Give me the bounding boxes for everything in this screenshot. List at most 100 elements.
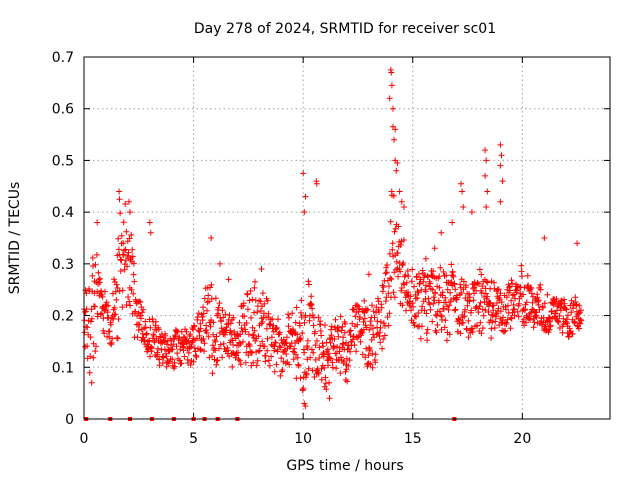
data-point bbox=[256, 297, 263, 304]
data-point bbox=[421, 307, 428, 314]
data-point bbox=[317, 321, 324, 328]
data-point bbox=[395, 223, 402, 230]
data-point bbox=[319, 340, 326, 347]
data-point bbox=[514, 308, 521, 315]
data-point bbox=[489, 319, 496, 326]
data-point bbox=[544, 291, 551, 298]
data-point bbox=[328, 323, 335, 330]
data-point bbox=[424, 326, 431, 333]
data-point bbox=[268, 353, 275, 360]
data-point bbox=[413, 274, 420, 281]
data-point bbox=[259, 318, 266, 325]
data-point bbox=[458, 290, 465, 296]
data-point bbox=[379, 345, 386, 352]
data-point bbox=[120, 251, 127, 258]
data-point bbox=[297, 375, 304, 382]
data-point bbox=[483, 278, 490, 285]
data-point bbox=[258, 266, 265, 272]
x-tick-label: 15 bbox=[404, 431, 422, 447]
data-point bbox=[87, 353, 94, 360]
data-point bbox=[130, 271, 137, 278]
data-point bbox=[357, 338, 364, 345]
data-point bbox=[305, 365, 312, 372]
data-point bbox=[154, 351, 161, 358]
data-point bbox=[377, 339, 384, 346]
data-point bbox=[243, 320, 250, 326]
data-point bbox=[370, 325, 376, 332]
data-point bbox=[290, 348, 297, 355]
data-point bbox=[89, 254, 96, 261]
data-point bbox=[82, 287, 89, 294]
data-point bbox=[389, 246, 396, 253]
data-point bbox=[529, 306, 536, 313]
y-axis-label: SRMTID / TECUs bbox=[7, 182, 23, 295]
data-point bbox=[95, 276, 102, 283]
data-point bbox=[442, 294, 449, 301]
data-point bbox=[205, 292, 212, 299]
data-point bbox=[125, 198, 132, 205]
data-point bbox=[310, 349, 317, 356]
data-point bbox=[143, 331, 150, 338]
data-point bbox=[392, 126, 399, 133]
data-point bbox=[130, 260, 137, 267]
data-point bbox=[316, 344, 323, 351]
data-point bbox=[376, 329, 383, 336]
data-point bbox=[457, 330, 464, 337]
data-point bbox=[386, 95, 393, 102]
data-point bbox=[229, 337, 236, 344]
data-point bbox=[521, 284, 528, 291]
data-point bbox=[379, 288, 386, 295]
data-point bbox=[489, 302, 496, 309]
data-point bbox=[388, 276, 395, 283]
data-point bbox=[298, 309, 304, 316]
data-point bbox=[536, 306, 543, 313]
data-point bbox=[84, 324, 91, 331]
data-point bbox=[261, 343, 268, 350]
data-point bbox=[300, 385, 307, 392]
data-point bbox=[217, 341, 224, 348]
data-point bbox=[326, 379, 333, 386]
data-point bbox=[251, 284, 258, 291]
data-point bbox=[199, 317, 206, 324]
data-point bbox=[546, 326, 553, 333]
data-point bbox=[423, 282, 429, 289]
data-point bbox=[314, 337, 320, 344]
data-point bbox=[248, 314, 254, 321]
data-point bbox=[138, 315, 144, 322]
data-point bbox=[563, 306, 570, 313]
data-point bbox=[473, 303, 480, 310]
data-point bbox=[448, 261, 455, 268]
data-point bbox=[411, 283, 417, 290]
data-point bbox=[384, 314, 391, 321]
data-point bbox=[183, 328, 190, 335]
data-point bbox=[407, 293, 414, 300]
data-point bbox=[174, 350, 181, 357]
data-point bbox=[295, 361, 302, 368]
data-point bbox=[343, 366, 350, 373]
data-point bbox=[193, 335, 200, 342]
data-point bbox=[476, 303, 483, 310]
data-point bbox=[125, 294, 132, 300]
axis-ticks: 0 0.1 0.2 0.3 0.4 0.5 0.6 0.7 0 5 10 15 20 bbox=[52, 50, 610, 447]
data-point bbox=[338, 327, 345, 334]
data-point bbox=[500, 314, 506, 321]
x-tick-label: 5 bbox=[189, 431, 198, 447]
data-point bbox=[326, 354, 333, 361]
data-point bbox=[474, 279, 481, 286]
data-point bbox=[250, 359, 257, 366]
data-point bbox=[445, 306, 452, 313]
data-point bbox=[425, 299, 432, 306]
data-point bbox=[403, 279, 410, 286]
data-point bbox=[208, 235, 215, 241]
data-point bbox=[380, 284, 387, 291]
data-point bbox=[528, 285, 535, 291]
data-point bbox=[283, 334, 290, 341]
data-point bbox=[351, 342, 358, 349]
data-point bbox=[520, 316, 527, 323]
data-point bbox=[122, 201, 129, 207]
data-point bbox=[460, 319, 467, 326]
data-point bbox=[457, 281, 464, 288]
data-point bbox=[301, 319, 308, 326]
data-point bbox=[469, 329, 476, 335]
data-point bbox=[520, 291, 527, 298]
